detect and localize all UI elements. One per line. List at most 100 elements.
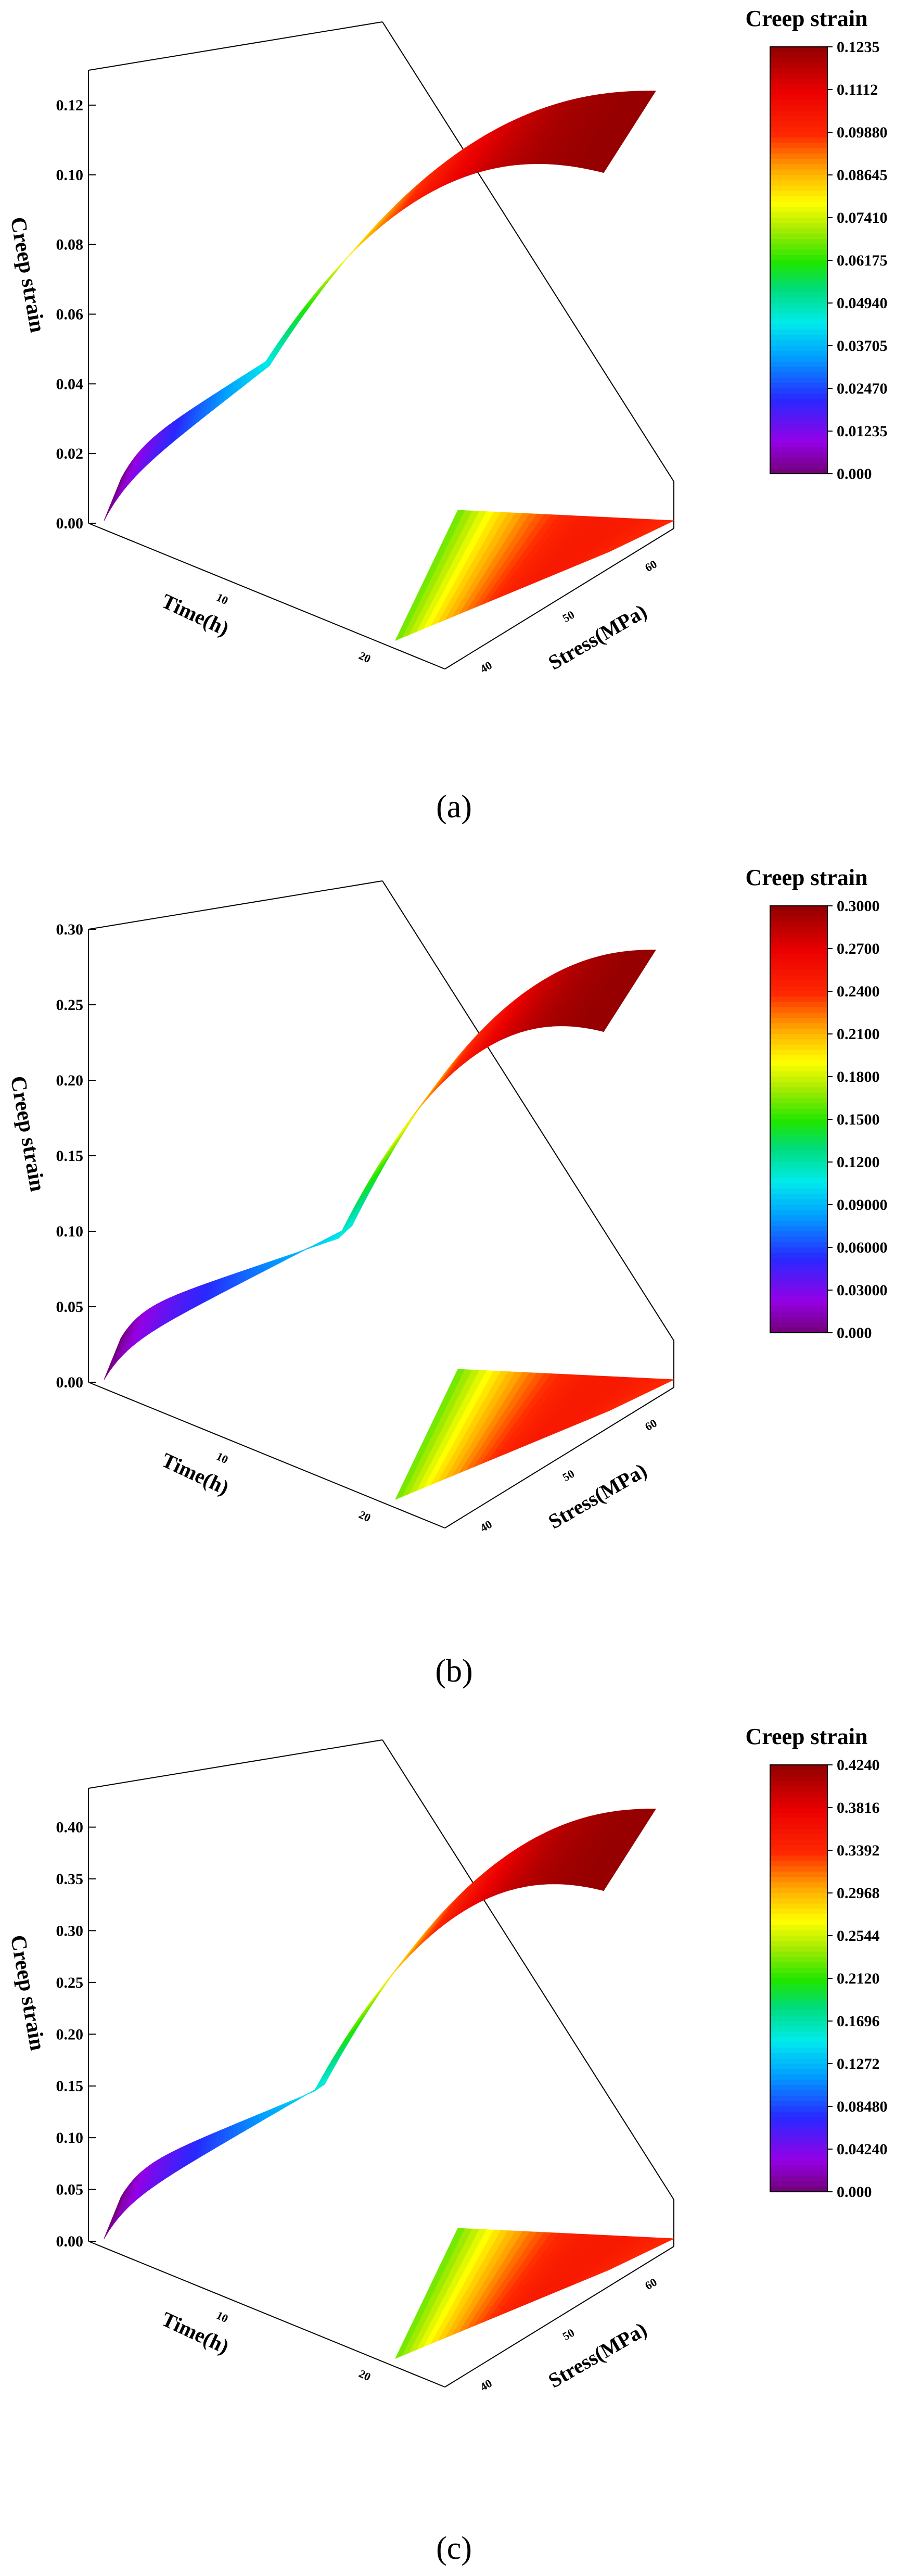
colorbar-segment bbox=[770, 404, 827, 410]
colorbar-segment bbox=[770, 105, 827, 111]
colorbar-segment bbox=[770, 1872, 827, 1878]
colorbar-segment bbox=[770, 308, 827, 314]
colorbar-segment bbox=[770, 324, 827, 331]
colorbar-segment bbox=[770, 1989, 827, 1995]
surface-strip bbox=[273, 343, 284, 352]
colorbar-segment bbox=[770, 458, 827, 464]
colorbar-segment bbox=[770, 436, 827, 443]
colorbar-segment bbox=[770, 52, 827, 58]
colorbar-segment bbox=[770, 1967, 827, 1974]
colorbar-tick-label: 0.1200 bbox=[837, 1154, 880, 1171]
colorbar-segment bbox=[770, 1845, 827, 1851]
colorbar-tick-label: 0.1112 bbox=[837, 81, 878, 98]
colorbar-segment bbox=[770, 1087, 827, 1093]
colorbar-segment bbox=[770, 1082, 827, 1088]
caption-b: (b) bbox=[435, 1653, 473, 1689]
colorbar-segment bbox=[770, 335, 827, 341]
colorbar-tick-label: 0.2700 bbox=[837, 940, 880, 957]
z-tick-label: 0.06 bbox=[56, 306, 84, 323]
colorbar-segment bbox=[770, 185, 827, 192]
surface-strip bbox=[227, 381, 234, 399]
frame-edge bbox=[88, 523, 445, 670]
colorbar-segment bbox=[770, 218, 827, 224]
colorbar-segment bbox=[770, 1770, 827, 1776]
z-tick-label: 0.00 bbox=[56, 515, 84, 532]
z-tick-label: 0.15 bbox=[56, 2078, 84, 2095]
surface-strip bbox=[346, 1198, 366, 1223]
colorbar-segment bbox=[770, 292, 827, 298]
y-axis-label: Stress(MPa) bbox=[544, 599, 651, 674]
z-tick-label: 0.04 bbox=[56, 375, 84, 393]
colorbar-segment bbox=[770, 2149, 827, 2155]
colorbar-tick-label: 0.3816 bbox=[837, 1799, 880, 1816]
floor-projection bbox=[394, 1369, 674, 1500]
z-tick-label: 0.30 bbox=[56, 1922, 84, 1939]
colorbar-segment bbox=[770, 154, 827, 160]
colorbar-segment bbox=[770, 346, 827, 352]
y-axis-label: Stress(MPa) bbox=[544, 2317, 651, 2392]
creep-surface bbox=[104, 950, 656, 1380]
colorbar-segment bbox=[770, 164, 827, 170]
colorbar-segment bbox=[770, 425, 827, 432]
frame-edge bbox=[88, 21, 383, 71]
z-tick-label: 0.30 bbox=[56, 921, 84, 938]
colorbar-segment bbox=[770, 84, 827, 90]
colorbar-segment bbox=[770, 1855, 827, 1862]
colorbar-segment bbox=[770, 1877, 827, 1883]
z-tick-label: 0.20 bbox=[56, 1072, 84, 1089]
colorbar-segment bbox=[770, 1199, 827, 1205]
colorbar-segment bbox=[770, 2058, 827, 2064]
colorbar-segment bbox=[770, 249, 827, 256]
colorbar-segment bbox=[770, 303, 827, 309]
colorbar-segment bbox=[770, 2117, 827, 2123]
colorbar-tick-label: 0.1272 bbox=[837, 2055, 880, 2073]
colorbar-segment bbox=[770, 2165, 827, 2171]
frame-edge bbox=[444, 528, 674, 670]
colorbar-segment bbox=[770, 68, 827, 74]
surface-strip bbox=[237, 1271, 242, 1285]
colorbar-segment bbox=[770, 1279, 827, 1285]
colorbar-segment bbox=[770, 2170, 827, 2177]
colorbar-tick-label: 0.000 bbox=[837, 2183, 872, 2201]
colorbar-segment bbox=[770, 287, 827, 293]
colorbar-segment bbox=[770, 1829, 827, 1835]
z-tick-label: 0.35 bbox=[56, 1871, 84, 1888]
colorbar-segment bbox=[770, 970, 827, 976]
colorbar-title: Creep strain bbox=[745, 865, 867, 890]
z-axis: 0.00 0.02 0.04 0.06 0.08 0.10 0.12 Creep strain bbox=[6, 97, 96, 532]
colorbar-segment bbox=[770, 1146, 827, 1152]
colorbar-segment bbox=[770, 1893, 827, 1899]
colorbar-segment bbox=[770, 2138, 827, 2144]
colorbar-segment bbox=[770, 420, 827, 426]
colorbar-tick-label: 0.07410 bbox=[837, 209, 888, 226]
colorbar-tick-label: 0.4240 bbox=[837, 1757, 880, 1774]
surface-strip bbox=[232, 1272, 238, 1288]
surface-strip bbox=[354, 1181, 376, 1208]
colorbar-segment bbox=[770, 1818, 827, 1824]
colorbar-segment bbox=[770, 954, 827, 960]
colorbar-segment bbox=[770, 201, 827, 208]
colorbar-segment bbox=[770, 2176, 827, 2182]
colorbar-segment bbox=[770, 1253, 827, 1259]
colorbar-segment bbox=[770, 1141, 827, 1147]
floor-strip bbox=[602, 520, 674, 555]
colorbar-segment bbox=[770, 938, 827, 944]
caption-a: (a) bbox=[436, 789, 472, 825]
colorbar-segment bbox=[770, 276, 827, 282]
colorbar-segment bbox=[770, 62, 827, 69]
colorbar-segment bbox=[770, 1274, 827, 1280]
colorbar-tick-label: 0.3000 bbox=[837, 898, 880, 915]
colorbar-segment bbox=[770, 911, 827, 917]
z-tick-label: 0.10 bbox=[56, 167, 84, 184]
colorbar-segment bbox=[770, 95, 827, 101]
colorbar-segment bbox=[770, 415, 827, 421]
colorbar-segment bbox=[770, 2021, 827, 2027]
surface-strip bbox=[350, 1190, 371, 1215]
colorbar-segment bbox=[770, 932, 827, 939]
colorbar-segment bbox=[770, 1765, 827, 1771]
colorbar-tick-label: 0.09000 bbox=[837, 1196, 888, 1214]
z-axis: 0.00 0.05 0.10 0.15 0.20 0.25 0.30 0.35 0.40 Cree… bbox=[6, 1819, 96, 2250]
colorbar-segment bbox=[770, 2079, 827, 2086]
colorbar-segment bbox=[770, 1103, 827, 1109]
colorbar-segment bbox=[770, 1861, 827, 1867]
